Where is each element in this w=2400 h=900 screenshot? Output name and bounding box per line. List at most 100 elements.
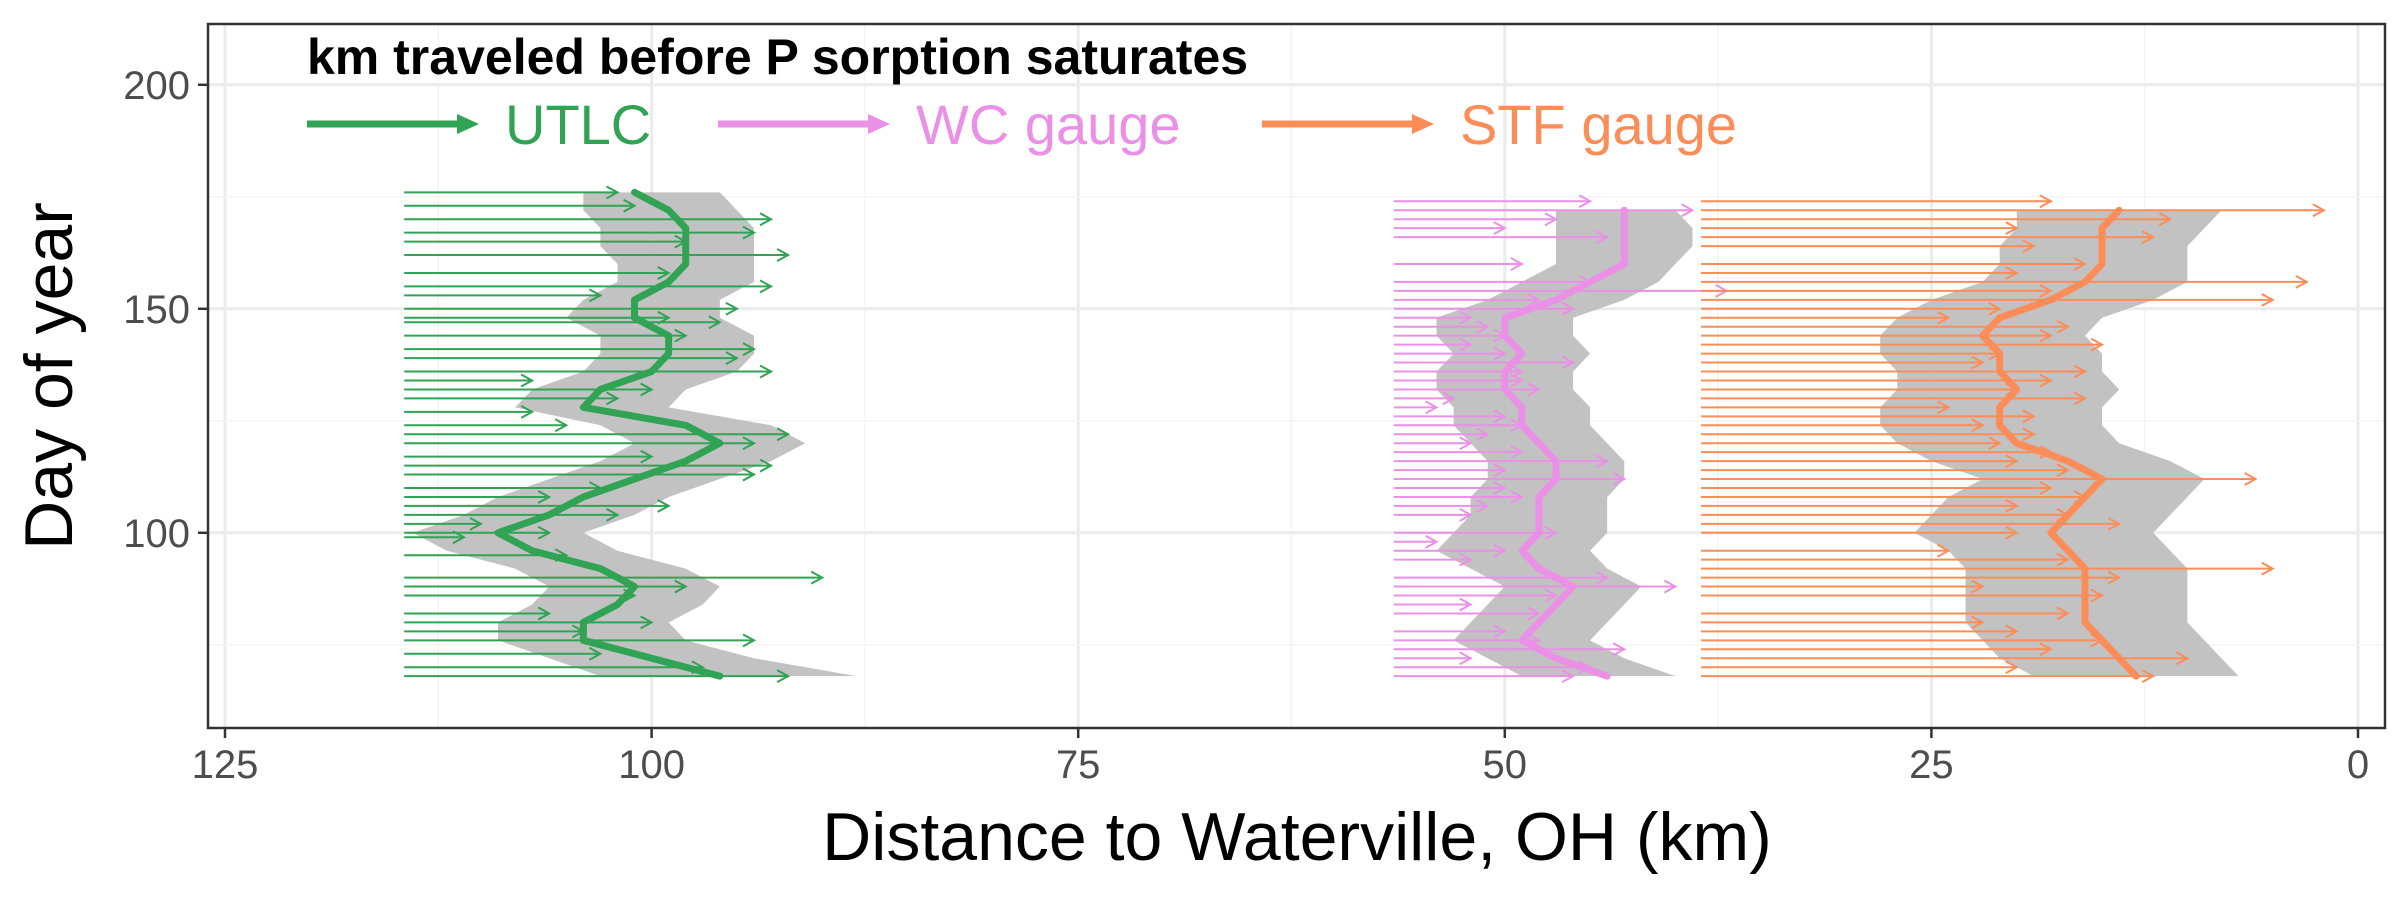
arrow-head — [2073, 364, 2088, 379]
arrow-head — [588, 646, 603, 661]
legend-items: UTLC WC gauge STF gauge — [307, 93, 1737, 156]
arrow-head — [1936, 543, 1951, 558]
arrow-head — [640, 449, 654, 464]
legend-label: UTLC — [505, 93, 651, 156]
arrow-head — [1459, 597, 1473, 612]
arrow-head — [2107, 516, 2122, 531]
legend-key-arrowhead — [868, 114, 890, 134]
arrow-head — [657, 499, 671, 513]
arrow-head — [2039, 284, 2053, 298]
arrow-head — [725, 351, 740, 365]
arrow-head — [1663, 579, 1678, 594]
arrow-head — [1493, 346, 1507, 361]
arrow-head — [759, 458, 774, 473]
arrow-head — [2141, 669, 2156, 684]
arrow-head — [1476, 499, 1490, 513]
y-axis-title: Day of year — [11, 202, 87, 550]
arrow-head — [605, 508, 620, 522]
arrow-head — [2244, 472, 2258, 486]
arrow-head — [1510, 445, 1524, 460]
arrow-head — [1510, 257, 1524, 271]
y-axis-ticks: 100 150 200 — [123, 64, 208, 556]
arrow-head — [674, 328, 688, 343]
arrow-head — [2005, 660, 2019, 675]
arrow-head — [742, 342, 757, 356]
arrow-head — [2005, 221, 2019, 236]
arrow-head — [759, 212, 774, 227]
arrow-head — [2261, 292, 2275, 307]
arrow-head — [810, 570, 825, 585]
arrow-head — [1544, 588, 1559, 603]
arrow-head — [1561, 355, 1576, 370]
arrow-head — [1425, 534, 1439, 549]
arrow-head — [1936, 400, 1951, 415]
x-tick-label: 75 — [1056, 743, 1101, 787]
x-tick-label: 0 — [2347, 743, 2369, 787]
arrow-head — [708, 315, 722, 330]
legend-title: km traveled before P sorption saturates — [307, 29, 1248, 85]
arrow-head — [776, 427, 791, 442]
arrow-head — [640, 615, 654, 630]
legend-key-arrowhead — [1412, 114, 1434, 134]
arrow-head — [623, 198, 637, 213]
legend-key-arrowhead — [457, 114, 479, 134]
arrow-head — [2039, 373, 2053, 388]
arrow-head — [1578, 194, 1593, 209]
arrow-head — [1459, 310, 1473, 325]
arrow-head — [1527, 292, 1542, 307]
arrow-head — [2005, 454, 2019, 468]
arrow-head — [2175, 651, 2190, 666]
y-tick-label: 100 — [123, 512, 190, 556]
arrow-head — [554, 418, 569, 433]
arrow-marks — [404, 185, 2326, 684]
arrow-head — [2022, 239, 2036, 253]
smoothed-line — [1501, 206, 1628, 680]
arrow-head — [1476, 319, 1490, 334]
arrow-head — [2056, 319, 2071, 334]
arrow-head — [1459, 337, 1473, 352]
arrow-head — [2090, 588, 2105, 603]
arrow-head — [2141, 230, 2156, 244]
smoothed-lines — [494, 188, 2140, 680]
arrow-head — [1493, 624, 1507, 639]
arrow-head — [1595, 454, 1610, 468]
arrow-head — [1459, 552, 1473, 567]
arrow-head — [640, 382, 654, 397]
legend-label: WC gauge — [916, 93, 1181, 156]
arrow-head — [1459, 436, 1473, 451]
arrow-head — [742, 633, 757, 648]
arrow-head — [2039, 328, 2053, 343]
arrow-head — [469, 516, 484, 531]
arrow-head — [2039, 481, 2053, 495]
arrow-head — [2090, 337, 2105, 352]
arrow-head — [1971, 418, 1985, 433]
arrow-head — [1595, 570, 1610, 585]
y-tick-label: 200 — [123, 64, 190, 108]
arrow-head — [2005, 266, 2019, 280]
arrow-head — [1971, 579, 1985, 594]
arrow-head — [657, 266, 671, 280]
smoothed-line — [494, 188, 724, 680]
arrow-head — [1595, 230, 1610, 244]
arrow-head — [2039, 194, 2053, 209]
arrow-head — [1612, 472, 1627, 486]
arrow-head — [1510, 490, 1524, 504]
arrow-head — [657, 310, 671, 325]
arrow-head — [537, 490, 552, 504]
arrow-head — [1493, 543, 1507, 558]
arrow-head — [537, 525, 552, 540]
arrow-head — [2005, 624, 2019, 639]
arrow-head — [588, 288, 603, 303]
arrow-head — [1510, 364, 1524, 379]
arrow-head — [2056, 606, 2071, 621]
arrow-head — [2295, 275, 2309, 289]
arrow-head — [1527, 382, 1542, 397]
arrow-head — [2005, 525, 2019, 540]
arrow-head — [520, 404, 535, 419]
arrow-head — [2005, 499, 2019, 513]
arrow-head — [1425, 400, 1439, 415]
x-tick-label: 50 — [1483, 743, 1528, 787]
arrow-head — [2073, 391, 2088, 406]
arrow-head — [742, 225, 757, 240]
arrow-head — [2022, 409, 2036, 424]
